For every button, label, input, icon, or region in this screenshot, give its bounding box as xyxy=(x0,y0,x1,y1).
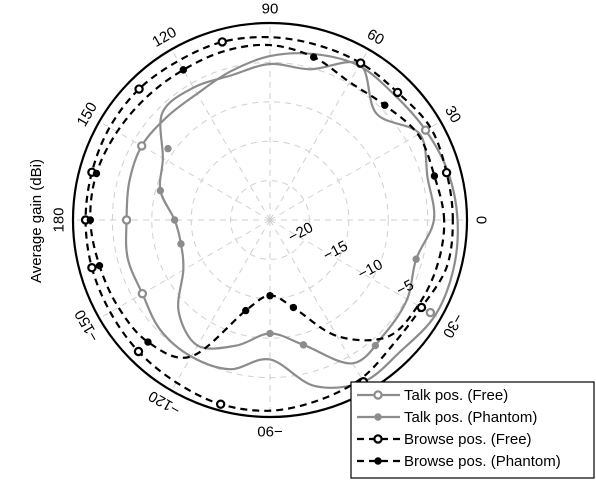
grid-spoke-10 xyxy=(269,219,369,391)
grid-spoke-8 xyxy=(171,219,271,391)
series-1-marker-1 xyxy=(164,144,172,153)
series-0-marker-2 xyxy=(121,215,132,225)
series-2-marker-3 xyxy=(217,37,227,47)
radial-tick-3: −5 xyxy=(394,276,417,299)
polar-grid xyxy=(71,21,469,419)
series-1-marker-8 xyxy=(412,255,420,263)
series-3-marker-7 xyxy=(144,338,152,346)
y-axis-label: Average gain (dBi) xyxy=(28,159,45,283)
series-1-marker-5 xyxy=(266,329,274,338)
series-2-marker-1 xyxy=(392,87,403,98)
series-2-marker-8 xyxy=(133,346,144,357)
grid-spoke-1 xyxy=(269,121,441,221)
grid-spoke-5 xyxy=(99,121,271,221)
series-line-1 xyxy=(158,60,436,365)
angle-tick-9: −90 xyxy=(257,423,282,440)
series-2-marker-4 xyxy=(134,84,144,94)
series-0-marker-0 xyxy=(420,125,431,135)
grid-spoke-7 xyxy=(99,219,271,319)
series-1 xyxy=(156,60,436,365)
legend: Talk pos. (Free) Talk pos. (Phantom) Brows… xyxy=(350,381,595,479)
legend-swatch-marker-2 xyxy=(373,434,383,444)
series-3-marker-8 xyxy=(242,306,250,315)
legend-swatch-marker-0 xyxy=(373,390,383,400)
grid-spoke-2 xyxy=(269,49,369,221)
legend-box xyxy=(350,381,595,479)
series-1-marker-4 xyxy=(177,240,185,248)
series-0-marker-4 xyxy=(425,307,436,318)
angle-tick-2: 60 xyxy=(364,26,387,49)
legend-swatch-marker-1 xyxy=(374,413,382,421)
radial-tick-1: −15 xyxy=(320,238,350,265)
angle-tick-1: 30 xyxy=(441,103,464,126)
grid-circle-0 xyxy=(230,180,310,260)
radial-tick-0: −20 xyxy=(286,219,316,246)
series-2-marker-11 xyxy=(416,302,427,313)
radial-tick-labels: −20−15−10 −5 xyxy=(286,219,417,299)
series-0-marker-1 xyxy=(137,141,147,151)
legend-label-1: Talk pos. (Phantom) xyxy=(404,409,537,426)
series-2-marker-2 xyxy=(355,58,366,68)
series-0-marker-3 xyxy=(137,288,148,299)
outer-circle xyxy=(71,21,469,419)
series-3-marker-1 xyxy=(381,101,389,109)
legend-item-2: Browse pos. (Free) xyxy=(357,431,532,448)
radial-tick-2: −10 xyxy=(355,256,385,283)
series-1-marker-7 xyxy=(371,341,380,350)
legend-label-3: Browse pos. (Phantom) xyxy=(404,453,561,470)
series-3-marker-5 xyxy=(86,216,95,224)
legend-swatch-marker-3 xyxy=(374,457,382,465)
angle-tick-6: 180 xyxy=(51,207,68,232)
legend-item-1: Talk pos. (Phantom) xyxy=(357,409,537,426)
legend-item-0: Talk pos. (Free) xyxy=(357,387,508,404)
legend-item-3: Browse pos. (Phantom) xyxy=(357,453,561,470)
series-1-marker-3 xyxy=(170,216,179,224)
series-3 xyxy=(86,43,446,359)
series-3-marker-2 xyxy=(309,53,318,61)
series-2-marker-0 xyxy=(441,167,452,178)
legend-label-2: Browse pos. (Free) xyxy=(404,431,532,448)
series-1-marker-2 xyxy=(156,186,165,195)
angle-tick-8: −120 xyxy=(146,387,184,419)
series-3-marker-4 xyxy=(92,169,101,178)
series-1-marker-6 xyxy=(299,341,308,349)
series-3-marker-0 xyxy=(430,172,439,180)
angle-tick-0: 0 xyxy=(473,216,490,224)
legend-label-0: Talk pos. (Free) xyxy=(404,387,508,404)
series-3-marker-10 xyxy=(289,303,298,312)
angle-tick-3: 90 xyxy=(262,1,279,18)
series-2-marker-7 xyxy=(87,263,97,273)
series-3-marker-3 xyxy=(179,66,188,74)
series-3-marker-6 xyxy=(95,261,104,270)
grid-spoke-4 xyxy=(171,49,271,221)
angle-tick-7: −150 xyxy=(71,307,103,345)
grid-circle-2 xyxy=(151,101,389,339)
series-3-marker-9 xyxy=(266,291,274,300)
series-2-marker-9 xyxy=(215,399,226,409)
